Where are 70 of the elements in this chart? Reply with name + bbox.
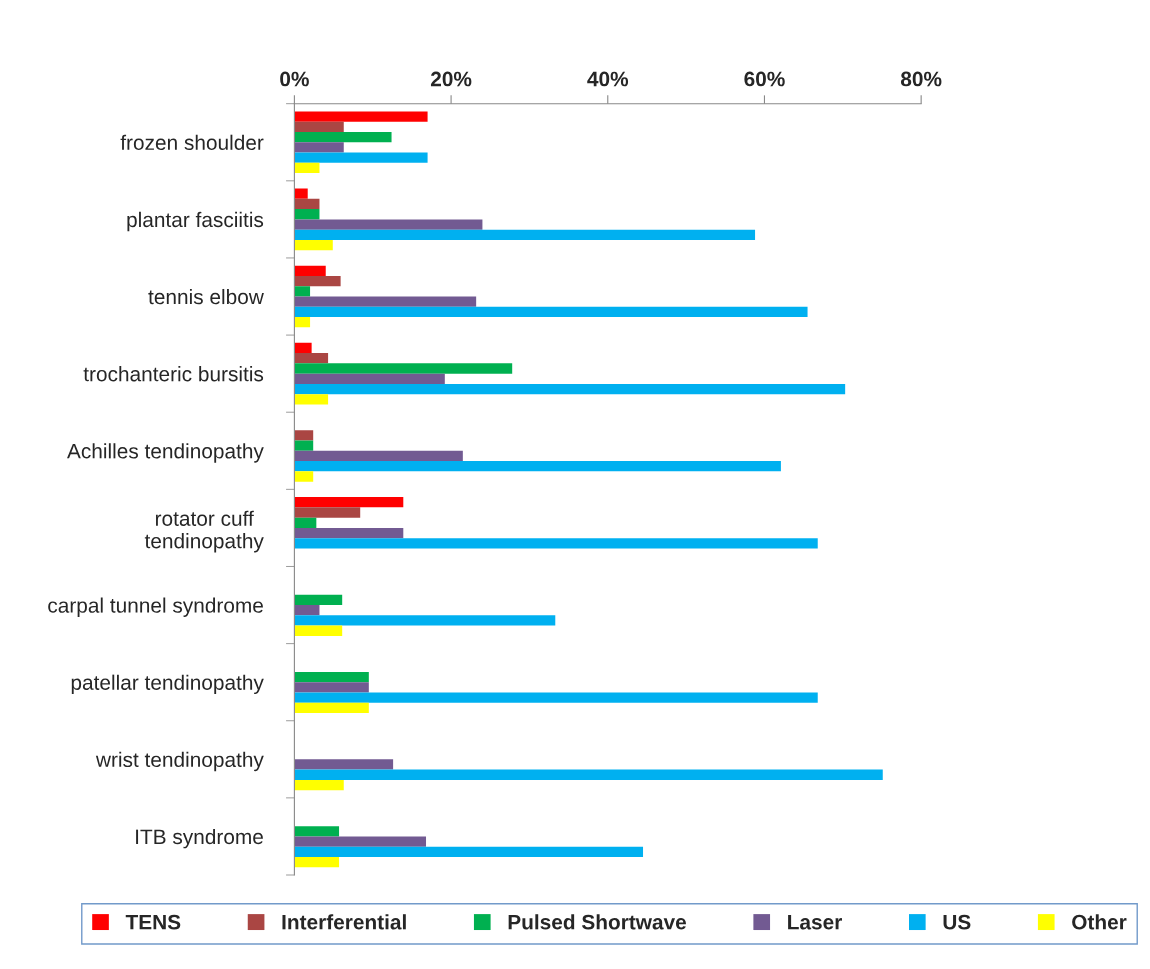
bar: [294, 229, 756, 240]
bar: [294, 826, 340, 837]
x-tick-label: 0%: [280, 71, 309, 87]
bar: [294, 682, 369, 693]
bar: [294, 440, 314, 451]
bar: [294, 373, 445, 384]
x-tick-label: 80%: [900, 71, 942, 87]
bar: [294, 209, 320, 220]
bar: [294, 198, 320, 210]
y-tick-label: trochanteric bursitis: [83, 366, 264, 382]
bar: [294, 286, 311, 297]
y-tick-label: frozen shoulder: [120, 134, 264, 150]
bar: [294, 450, 463, 462]
y-tick-label: plantar fasciitis: [127, 211, 264, 232]
y-tick-label: ITB syndrome: [136, 828, 263, 849]
bar: [294, 671, 369, 683]
bar: [294, 594, 343, 606]
bar: [294, 615, 556, 626]
y-tick-label: patellar tendinopathy: [71, 674, 264, 695]
bar: [294, 394, 329, 405]
bar: [294, 759, 394, 770]
bar: [294, 430, 314, 441]
bar: [294, 836, 427, 847]
bar: [294, 769, 883, 780]
bar: [294, 702, 369, 714]
legend-label: TENS: [125, 914, 181, 930]
bar: [294, 461, 781, 472]
bar: [294, 605, 320, 616]
legend-label: Pulsed Shortwave: [508, 914, 687, 930]
bar: [294, 625, 343, 636]
bar: [294, 265, 326, 276]
bar: [294, 152, 428, 163]
bar: [294, 317, 311, 328]
bar: [294, 306, 808, 318]
y-tick-label: carpal tunnel syndrome: [48, 597, 263, 617]
y-tick-label: wrist tendinopathy: [95, 751, 264, 772]
bar: [294, 363, 513, 374]
bar: [294, 527, 404, 539]
bar: [294, 275, 341, 287]
x-tick-label: 40%: [587, 71, 629, 87]
bar: [294, 692, 818, 703]
y-tick-label: Achilles tendinopathy: [67, 443, 264, 463]
bar: [294, 188, 308, 199]
x-tick-label: 60%: [744, 71, 785, 87]
bar: [294, 342, 312, 354]
legend-label: Other: [1072, 914, 1127, 930]
bar: [294, 538, 818, 549]
bar: [294, 131, 392, 143]
bar: [294, 162, 320, 174]
legend-label: Interferential: [282, 914, 406, 930]
bar: [294, 111, 428, 122]
legend-label: Laser: [788, 914, 842, 930]
legend-label: US: [943, 914, 971, 930]
bar: [294, 142, 344, 153]
bar: [294, 121, 344, 132]
bar: [294, 471, 314, 482]
bar: [294, 219, 483, 230]
x-tick-label: 20%: [430, 71, 472, 87]
y-tick-label: tennis elbow: [148, 288, 264, 305]
bar: [294, 857, 340, 868]
bar: [294, 239, 333, 251]
bar: [294, 507, 361, 518]
y-tick-label: rotator cuff tendinopathy: [144, 510, 264, 553]
bar: [294, 296, 477, 307]
bar: [294, 383, 846, 395]
bar: [294, 517, 317, 528]
bar: [294, 846, 644, 858]
bar: [294, 497, 404, 508]
bar: [294, 353, 329, 364]
bar: [294, 779, 344, 791]
